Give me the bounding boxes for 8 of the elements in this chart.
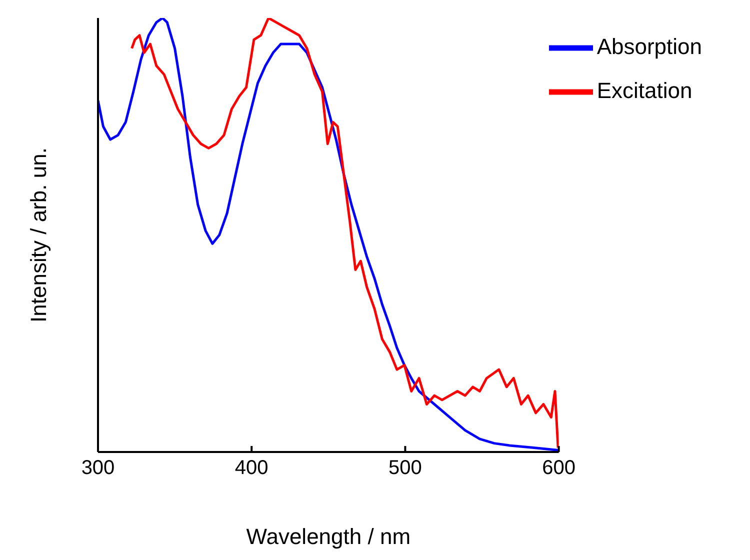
legend-label: Absorption bbox=[596, 34, 702, 59]
x-tick-label: 300 bbox=[81, 457, 115, 480]
legend-label: Excitation bbox=[596, 78, 692, 103]
x-tick-label: 400 bbox=[234, 457, 268, 480]
x-axis-title: Wavelength / nm bbox=[246, 524, 411, 549]
y-axis-title: Intensity / arb. un. bbox=[26, 148, 51, 322]
x-tick-label: 600 bbox=[542, 457, 576, 480]
x-tick-label: 500 bbox=[388, 457, 422, 480]
